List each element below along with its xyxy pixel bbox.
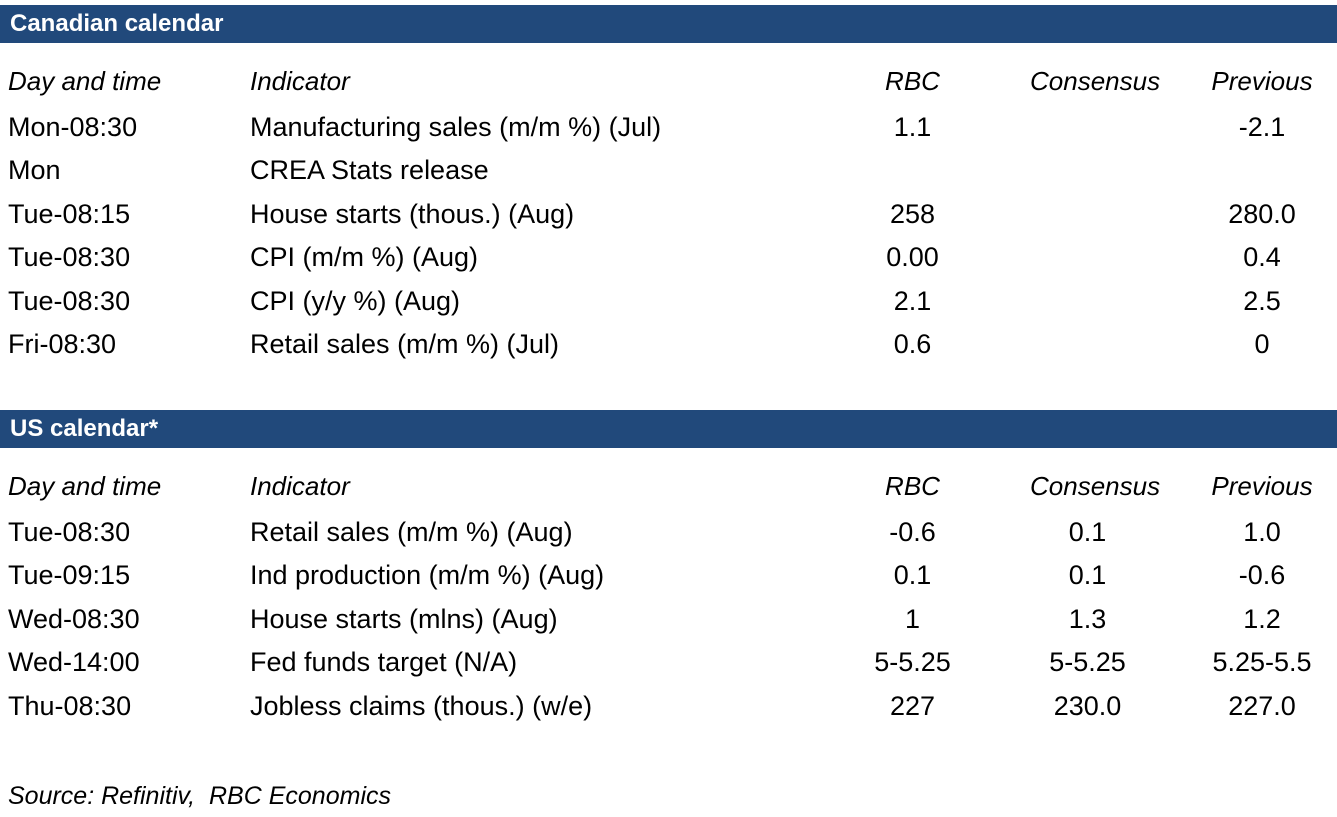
column-header-indicator: Indicator xyxy=(250,471,350,501)
previous-cell: 0 xyxy=(1254,329,1270,360)
canadian-calendar-table: Day and time Indicator RBC Consensus Pre… xyxy=(0,43,1337,364)
consensus-cell: 5-5.25 xyxy=(1049,647,1126,678)
day-time-cell: Wed-08:30 xyxy=(8,603,140,634)
us-calendar-title: US calendar* xyxy=(10,415,159,442)
rbc-cell xyxy=(795,147,1030,191)
canadian-calendar-title: Canadian calendar xyxy=(10,10,224,37)
column-header-row: Day and time Indicator RBC Consensus Pre… xyxy=(0,43,1337,103)
column-header-previous: Previous xyxy=(1211,471,1313,501)
previous-cell xyxy=(1145,147,1337,191)
column-header-previous: Previous xyxy=(1211,66,1313,96)
previous-cell: 280.0 xyxy=(1228,198,1296,229)
rbc-cell: 0.6 xyxy=(893,329,932,360)
previous-cell: -0.6 xyxy=(1238,560,1286,591)
column-header-consensus: Consensus xyxy=(1030,66,1161,96)
day-time-cell: Mon xyxy=(8,155,61,186)
table-row: Mon-08:30 Manufacturing sales (m/m %) (Ju… xyxy=(0,103,1337,147)
source-note: Source: Refinitiv, RBC Economics xyxy=(8,781,391,810)
day-time-cell: Tue-08:30 xyxy=(8,516,131,547)
consensus-cell xyxy=(1030,321,1145,365)
consensus-cell: 230.0 xyxy=(1053,690,1122,721)
us-calendar-rows: Tue-08:30 Retail sales (m/m %) (Aug) -0.6 0… xyxy=(0,508,1337,726)
column-header-indicator: Indicator xyxy=(250,66,350,96)
previous-cell: 1.0 xyxy=(1243,516,1281,547)
previous-cell: 2.5 xyxy=(1243,285,1281,316)
previous-cell: -2.1 xyxy=(1238,111,1286,142)
consensus-cell: 0.1 xyxy=(1068,560,1107,591)
rbc-cell: 5-5.25 xyxy=(874,647,951,678)
rbc-cell: 227 xyxy=(889,690,936,721)
day-time-cell: Tue-08:15 xyxy=(8,198,131,229)
rbc-cell: -0.6 xyxy=(889,516,936,547)
canadian-calendar-header-bar: Canadian calendar xyxy=(0,5,1337,43)
indicator-cell: Retail sales (m/m %) (Jul) xyxy=(250,329,560,360)
table-row: Wed-08:30 House starts (mlns) (Aug) 1 1.3 1.… xyxy=(0,595,1337,639)
indicator-cell: Ind production (m/m %) (Aug) xyxy=(250,560,605,591)
table-row: Tue-08:30 CPI (y/y %) (Aug) 2.1 2.5 xyxy=(0,277,1337,321)
table-row: Tue-08:15 House starts (thous.) (Aug) 258 2… xyxy=(0,190,1337,234)
day-time-cell: Tue-09:15 xyxy=(8,560,131,591)
previous-cell: 1.2 xyxy=(1243,603,1281,634)
rbc-cell: 1 xyxy=(904,603,921,634)
column-header-day-and-time: Day and time xyxy=(8,471,162,501)
indicator-cell: Manufacturing sales (m/m %) (Jul) xyxy=(250,111,662,142)
indicator-cell: CREA Stats release xyxy=(250,155,489,186)
table-row: Tue-08:30 Retail sales (m/m %) (Aug) -0.6 0… xyxy=(0,508,1337,552)
indicator-cell: House starts (mlns) (Aug) xyxy=(250,603,558,634)
column-header-rbc: RBC xyxy=(885,66,940,96)
day-time-cell: Tue-08:30 xyxy=(8,242,131,273)
table-row: Tue-09:15 Ind production (m/m %) (Aug) 0.1… xyxy=(0,552,1337,596)
day-time-cell: Fri-08:30 xyxy=(8,329,117,360)
rbc-cell: 0.1 xyxy=(893,560,932,591)
table-row: Mon CREA Stats release xyxy=(0,147,1337,191)
table-row: Thu-08:30 Jobless claims (thous.) (w/e) 22… xyxy=(0,682,1337,726)
table-row: Wed-14:00 Fed funds target (N/A) 5-5.25 5-5… xyxy=(0,639,1337,683)
rbc-cell: 0.00 xyxy=(886,242,939,273)
rbc-cell: 1.1 xyxy=(893,111,932,142)
consensus-cell xyxy=(1030,277,1145,321)
consensus-cell xyxy=(1030,147,1145,191)
previous-cell: 227.0 xyxy=(1228,690,1296,721)
indicator-cell: Fed funds target (N/A) xyxy=(250,647,518,678)
consensus-cell xyxy=(1030,234,1145,278)
day-time-cell: Mon-08:30 xyxy=(8,111,138,142)
day-time-cell: Wed-14:00 xyxy=(8,647,140,678)
column-header-rbc: RBC xyxy=(885,471,940,501)
indicator-cell: House starts (thous.) (Aug) xyxy=(250,198,575,229)
us-calendar-table: Day and time Indicator RBC Consensus Pre… xyxy=(0,448,1337,726)
previous-cell: 5.25-5.5 xyxy=(1212,647,1312,678)
consensus-cell xyxy=(1030,190,1145,234)
day-time-cell: Thu-08:30 xyxy=(8,690,132,721)
column-header-consensus: Consensus xyxy=(1030,471,1161,501)
day-time-cell: Tue-08:30 xyxy=(8,285,131,316)
rbc-cell: 2.1 xyxy=(893,285,932,316)
canadian-calendar-rows: Mon-08:30 Manufacturing sales (m/m %) (Ju… xyxy=(0,103,1337,364)
indicator-cell: CPI (m/m %) (Aug) xyxy=(250,242,479,273)
rbc-cell: 258 xyxy=(889,198,936,229)
column-header-day-and-time: Day and time xyxy=(8,66,162,96)
consensus-cell: 1.3 xyxy=(1068,603,1107,634)
indicator-cell: Jobless claims (thous.) (w/e) xyxy=(250,690,593,721)
consensus-cell: 0.1 xyxy=(1068,516,1107,547)
indicator-cell: CPI (y/y %) (Aug) xyxy=(250,285,461,316)
table-row: Tue-08:30 CPI (m/m %) (Aug) 0.00 0.4 xyxy=(0,234,1337,278)
consensus-cell xyxy=(1030,103,1145,147)
us-calendar-header-bar: US calendar* xyxy=(0,410,1337,448)
column-header-row: Day and time Indicator RBC Consensus Pre… xyxy=(0,448,1337,508)
previous-cell: 0.4 xyxy=(1243,242,1281,273)
table-row: Fri-08:30 Retail sales (m/m %) (Jul) 0.6 0 xyxy=(0,321,1337,365)
indicator-cell: Retail sales (m/m %) (Aug) xyxy=(250,516,573,547)
